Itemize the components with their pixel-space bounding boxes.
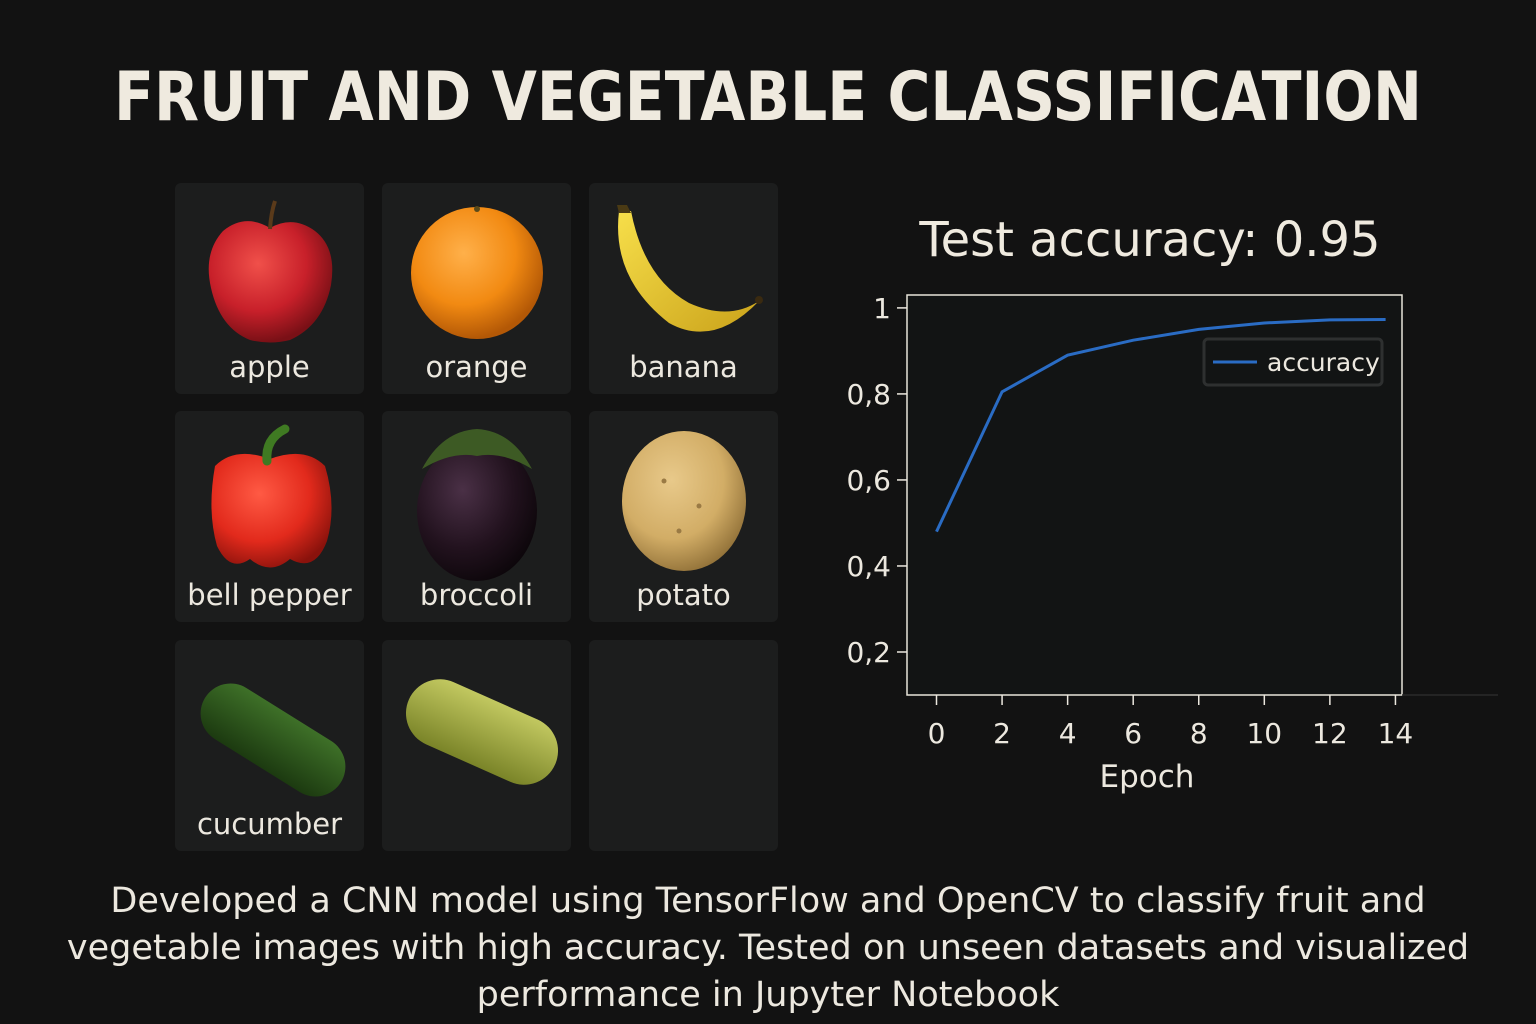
x-tick-label: 14 — [1378, 717, 1414, 750]
tile-orange: orange — [382, 183, 571, 394]
page-title: FRUIT AND VEGETABLE CLASSIFICATION — [114, 58, 1422, 137]
legend-box — [1202, 337, 1384, 387]
y-tick-label: 0,4 — [846, 550, 891, 583]
tile-empty — [589, 640, 778, 851]
series-line-accuracy — [935, 318, 1386, 533]
tile-label: broccoli — [419, 578, 534, 612]
project-description: Developed a CNN model using TensorFlow a… — [66, 881, 1470, 1015]
tile-label: apple — [229, 350, 310, 384]
eggplant-icon — [417, 429, 537, 581]
chart-title: Test accuracy: 0.95 — [919, 212, 1381, 268]
apple-icon — [208, 200, 333, 343]
tile-label: orange — [425, 350, 528, 384]
accuracy-chart: 0,2 0,4 0,6 0,8 1 0 2 4 6 8 10 12 14 accuracy Epoch — [846, 292, 1498, 795]
tile-cucumber: cucumber — [175, 640, 364, 851]
tile-label: potato — [636, 578, 731, 612]
tile-label: cucumber — [196, 807, 343, 841]
image-grid: apple orange banana bell pepper — [175, 183, 778, 851]
x-tick-label: 0 — [928, 717, 946, 750]
banana-icon — [617, 205, 763, 332]
y-tick-label: 0,8 — [846, 378, 891, 411]
y-tick-label: 0,6 — [846, 464, 891, 497]
cucumber-icon — [200, 683, 346, 797]
tile-banana: banana — [589, 183, 778, 394]
legend-label: accuracy — [1267, 348, 1380, 377]
x-tick-label: 6 — [1124, 717, 1142, 750]
tile-label: bell pepper — [187, 578, 352, 612]
x-axis-label: Epoch — [1100, 759, 1195, 795]
tile-pickle — [382, 640, 571, 851]
legend: accuracy — [1202, 337, 1384, 387]
x-tick-label: 8 — [1190, 717, 1208, 750]
x-tick-label: 10 — [1246, 717, 1282, 750]
orange-icon — [411, 206, 543, 339]
tile-apple: apple — [175, 183, 364, 394]
x-tick-label: 4 — [1059, 717, 1077, 750]
pickle-icon — [405, 679, 559, 785]
x-tick-label: 2 — [993, 717, 1011, 750]
bell-pepper-icon — [211, 424, 332, 568]
tile-broccoli: broccoli — [382, 411, 571, 622]
tile-label: banana — [629, 350, 738, 384]
potato-icon — [622, 431, 746, 571]
y-tick-label: 0,2 — [846, 636, 891, 669]
y-tick-label: 1 — [873, 292, 891, 325]
tile-bell-pepper: bell pepper — [175, 411, 364, 622]
tile-potato: potato — [589, 411, 778, 622]
x-tick-label: 12 — [1312, 717, 1348, 750]
